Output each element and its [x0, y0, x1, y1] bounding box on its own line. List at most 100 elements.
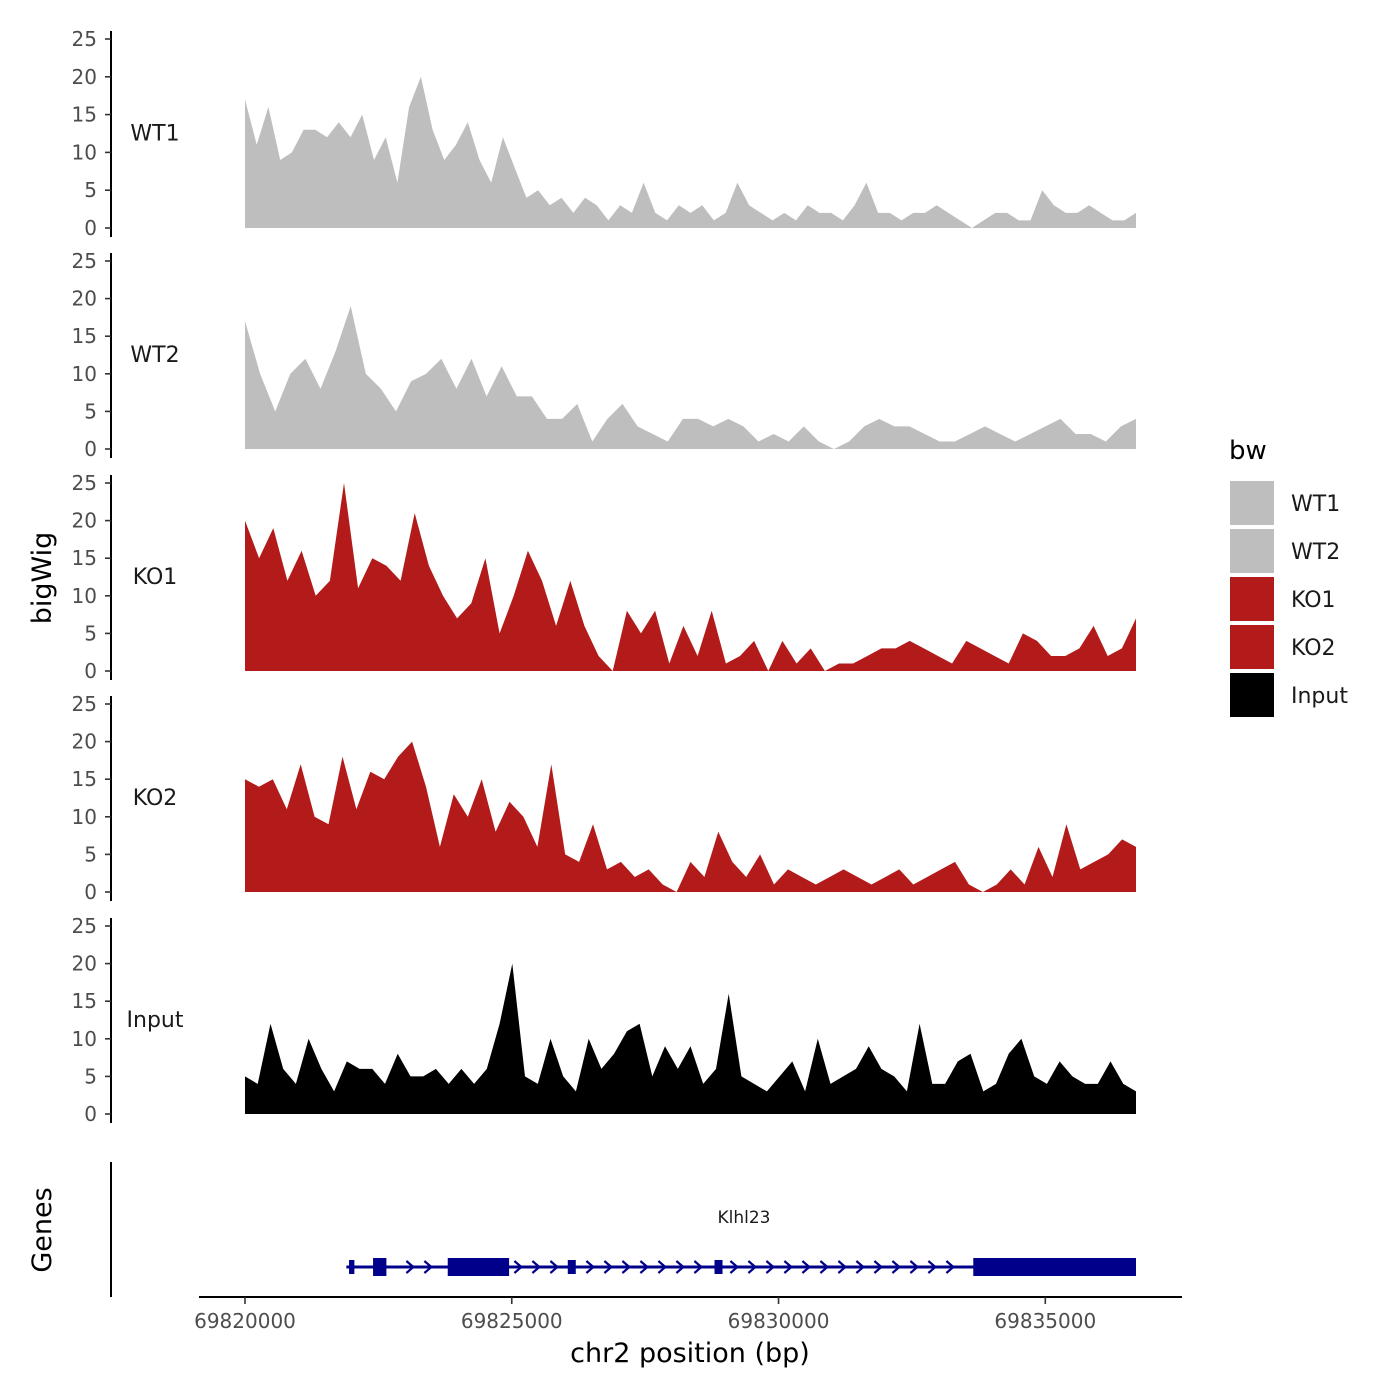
y-tick-label: 10 [72, 140, 97, 164]
strand-arrow [765, 1260, 776, 1274]
strand-arrow [657, 1260, 668, 1274]
y-tick-label: 15 [72, 989, 97, 1013]
track-label-input: Input [127, 1008, 184, 1033]
y-tick-label: 10 [72, 362, 97, 386]
legend-label-input: Input [1291, 684, 1348, 709]
strand-arrow [639, 1260, 650, 1274]
y-tick-label: 25 [72, 27, 97, 51]
coverage-tracks: 0510152025WT10510152025WT20510152025KO10… [72, 27, 1136, 1126]
x-tick-label: 69830000 [728, 1309, 830, 1333]
y-tick-label: 10 [72, 805, 97, 829]
x-axis: 69820000 69825000 69830000 69835000 [194, 1296, 1182, 1333]
gene-model [346, 1258, 1136, 1276]
gene-exon [567, 1260, 576, 1274]
strand-arrow [603, 1260, 614, 1274]
track-ko1: 0 5 10 15 20 25 KO1 [72, 471, 1136, 683]
legend-key-wt2 [1230, 529, 1274, 573]
x-axis-title: chr2 position (bp) [570, 1338, 810, 1369]
y-tick-label: 15 [72, 767, 97, 791]
track-input: 0 5 10 15 20 25 Input [72, 914, 1136, 1126]
strand-arrow [585, 1260, 596, 1274]
strand-arrow [945, 1260, 956, 1274]
track-wt1: 0 5 10 15 20 25 WT1 [72, 27, 1136, 240]
coverage-area-input [245, 963, 1136, 1114]
track-label-ko2: KO2 [133, 786, 178, 811]
gene-exon [714, 1260, 723, 1274]
strand-arrow [801, 1260, 812, 1274]
strand-arrow [513, 1260, 524, 1274]
strand-arrow [423, 1260, 434, 1274]
y-tick-label: 20 [72, 730, 97, 754]
y-tick-label: 25 [72, 249, 97, 273]
y-tick-label: 10 [72, 584, 97, 608]
y-tick-label: 20 [72, 952, 97, 976]
strand-arrow [729, 1260, 740, 1274]
strand-arrow [927, 1260, 938, 1274]
y-tick-label: 20 [72, 65, 97, 89]
y-tick-label: 15 [72, 546, 97, 570]
coverage-area-wt1 [245, 76, 1136, 228]
strand-arrow [405, 1260, 416, 1274]
legend-label-ko1: KO1 [1291, 588, 1336, 613]
gene-track-title: Genes [27, 1187, 58, 1272]
track-label-wt1: WT1 [130, 122, 179, 147]
coverage-area-ko1 [245, 483, 1136, 671]
y-tick-label: 25 [72, 914, 97, 938]
y-tick-label: 0 [84, 1102, 97, 1126]
strand-arrow [693, 1260, 704, 1274]
gene-exon [349, 1260, 355, 1274]
x-tick-label: 69820000 [194, 1309, 296, 1333]
strand-arrow [675, 1260, 686, 1274]
y-tick-label: 20 [72, 287, 97, 311]
gene-name-label: Klhl23 [717, 1208, 770, 1228]
y-tick-label: 25 [72, 471, 97, 495]
track-label-ko1: KO1 [133, 565, 178, 590]
y-tick-label: 15 [72, 324, 97, 348]
legend-key-ko1 [1230, 577, 1274, 621]
legend-label-wt2: WT2 [1291, 540, 1340, 565]
x-tick-label: 69825000 [461, 1309, 563, 1333]
y-tick-label: 5 [84, 842, 97, 866]
track-ko2: 0 5 10 15 20 25 KO2 [72, 692, 1136, 904]
strand-arrow [621, 1260, 632, 1274]
legend: bw WT1 WT2 KO1 KO2 Input [1229, 436, 1348, 717]
y-tick-label: 0 [84, 437, 97, 461]
strand-arrow [909, 1260, 920, 1274]
strand-arrow [783, 1260, 794, 1274]
track-label-wt2: WT2 [130, 343, 179, 368]
strand-arrow [531, 1260, 542, 1274]
legend-key-ko2 [1230, 625, 1274, 669]
legend-key-wt1 [1230, 481, 1274, 525]
gene-exon [973, 1258, 1136, 1276]
y-tick-label: 25 [72, 692, 97, 716]
track-wt2: 0 5 10 15 20 25 WT2 [72, 249, 1136, 461]
y-tick-label: 0 [84, 880, 97, 904]
y-tick-label: 5 [84, 399, 97, 423]
y-tick-label: 20 [72, 509, 97, 533]
strand-arrow [873, 1260, 884, 1274]
y-axis-title: bigWig [27, 532, 58, 625]
x-tick-label: 69835000 [994, 1309, 1096, 1333]
y-tick-label: 5 [84, 178, 97, 202]
coverage-area-wt2 [245, 306, 1136, 449]
coverage-area-ko2 [245, 741, 1136, 892]
gene-exon [447, 1258, 510, 1276]
strand-arrow [549, 1260, 560, 1274]
strand-arrow [855, 1260, 866, 1274]
legend-label-ko2: KO2 [1291, 636, 1336, 661]
legend-label-wt1: WT1 [1291, 492, 1340, 517]
y-tick-label: 15 [72, 103, 97, 127]
y-tick-label: 5 [84, 1064, 97, 1088]
strand-arrow [819, 1260, 830, 1274]
gene-exon [373, 1258, 387, 1276]
y-tick-label: 5 [84, 621, 97, 645]
y-tick-label: 0 [84, 216, 97, 240]
strand-arrow [837, 1260, 848, 1274]
gene-track-panel: Genes Klhl23 [27, 1162, 1136, 1297]
y-tick-label: 0 [84, 659, 97, 683]
strand-arrow [891, 1260, 902, 1274]
y-tick-label: 10 [72, 1027, 97, 1051]
strand-arrow [747, 1260, 758, 1274]
legend-key-input [1230, 673, 1274, 717]
